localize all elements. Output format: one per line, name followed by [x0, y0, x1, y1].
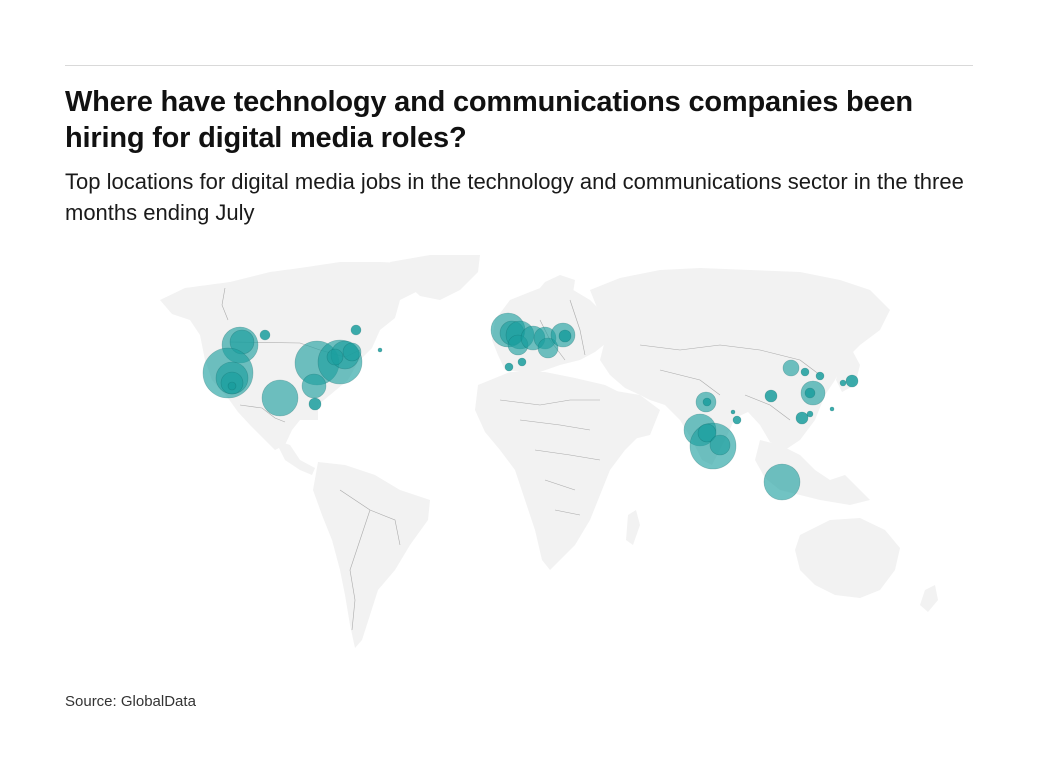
location-bubble[interactable]: Bangladesh (Dhaka)	[730, 409, 736, 415]
location-bubble[interactable]: China (Beijing)	[782, 359, 800, 377]
location-bubble[interactable]: Germany/Austria	[537, 337, 559, 359]
land-africa	[475, 372, 645, 570]
chart-subtitle: Top locations for digital media jobs in …	[65, 169, 964, 225]
bubble-layer: US West (Seattle/Vancouver)US West (Seat…	[202, 312, 859, 501]
location-bubble[interactable]: India (Delhi core)	[702, 397, 712, 407]
location-bubble[interactable]: India (Kolkata)	[732, 415, 742, 425]
location-bubble[interactable]: Poland core	[558, 329, 572, 343]
location-bubble[interactable]: Canada (Calgary)	[259, 329, 271, 341]
border-alaska	[221, 287, 229, 321]
location-bubble[interactable]: Singapore / Indonesia	[763, 463, 801, 501]
borders-south-america	[339, 489, 401, 631]
land-australia	[795, 518, 900, 598]
land-arabia	[610, 390, 660, 440]
location-bubble[interactable]: China (Chengdu)	[764, 389, 778, 403]
location-bubble[interactable]: India (Chennai)	[709, 434, 731, 456]
location-bubble[interactable]: US Northeast (Boston)	[342, 342, 362, 362]
land-layer	[160, 255, 938, 648]
location-bubble[interactable]: Spain (Madrid)	[504, 362, 514, 372]
location-bubble[interactable]: China (Shanghai core)	[804, 387, 816, 399]
land-new-zealand	[920, 585, 938, 612]
location-bubble[interactable]: Japan (Tokyo)	[845, 374, 859, 388]
source-note: Source: GlobalData	[65, 693, 196, 710]
location-bubble[interactable]: US South (Texas)	[261, 379, 299, 417]
border-us-mexico	[239, 404, 286, 423]
location-bubble[interactable]: South Korea (Seoul)	[815, 371, 825, 381]
location-bubble[interactable]: Japan (Osaka)	[839, 379, 847, 387]
location-bubble[interactable]: Taiwan	[829, 406, 835, 412]
location-bubble[interactable]: China (Tianjin)	[800, 367, 810, 377]
location-bubble[interactable]: US Northeast (NY core)	[326, 348, 344, 366]
location-bubble[interactable]: India (Hyderabad)	[697, 423, 717, 443]
location-bubble[interactable]: US South (Florida)	[308, 397, 322, 411]
location-bubble[interactable]: US South (Atlanta)	[301, 373, 327, 399]
location-bubble[interactable]: US West (LA core)	[227, 381, 237, 391]
location-bubble[interactable]: Canada (Toronto/Montreal)	[350, 324, 362, 336]
land-greenland	[390, 255, 480, 300]
borders-africa	[499, 399, 601, 516]
land-south-america	[313, 462, 430, 648]
location-bubble[interactable]: Canada (Halifax)	[377, 347, 383, 353]
location-bubble[interactable]: China (Shenzhen)	[795, 411, 809, 425]
chart-title: Where have technology and communications…	[65, 86, 913, 154]
land-scandinavia	[530, 275, 575, 312]
land-madagascar	[626, 510, 640, 545]
borders-asia	[639, 344, 821, 421]
land-asia	[590, 268, 890, 465]
location-bubble[interactable]: China (Hong Kong)	[806, 410, 814, 418]
location-bubble[interactable]: Spain (Barcelona)	[517, 357, 527, 367]
land-central-america	[275, 440, 315, 475]
top-divider	[65, 65, 973, 66]
